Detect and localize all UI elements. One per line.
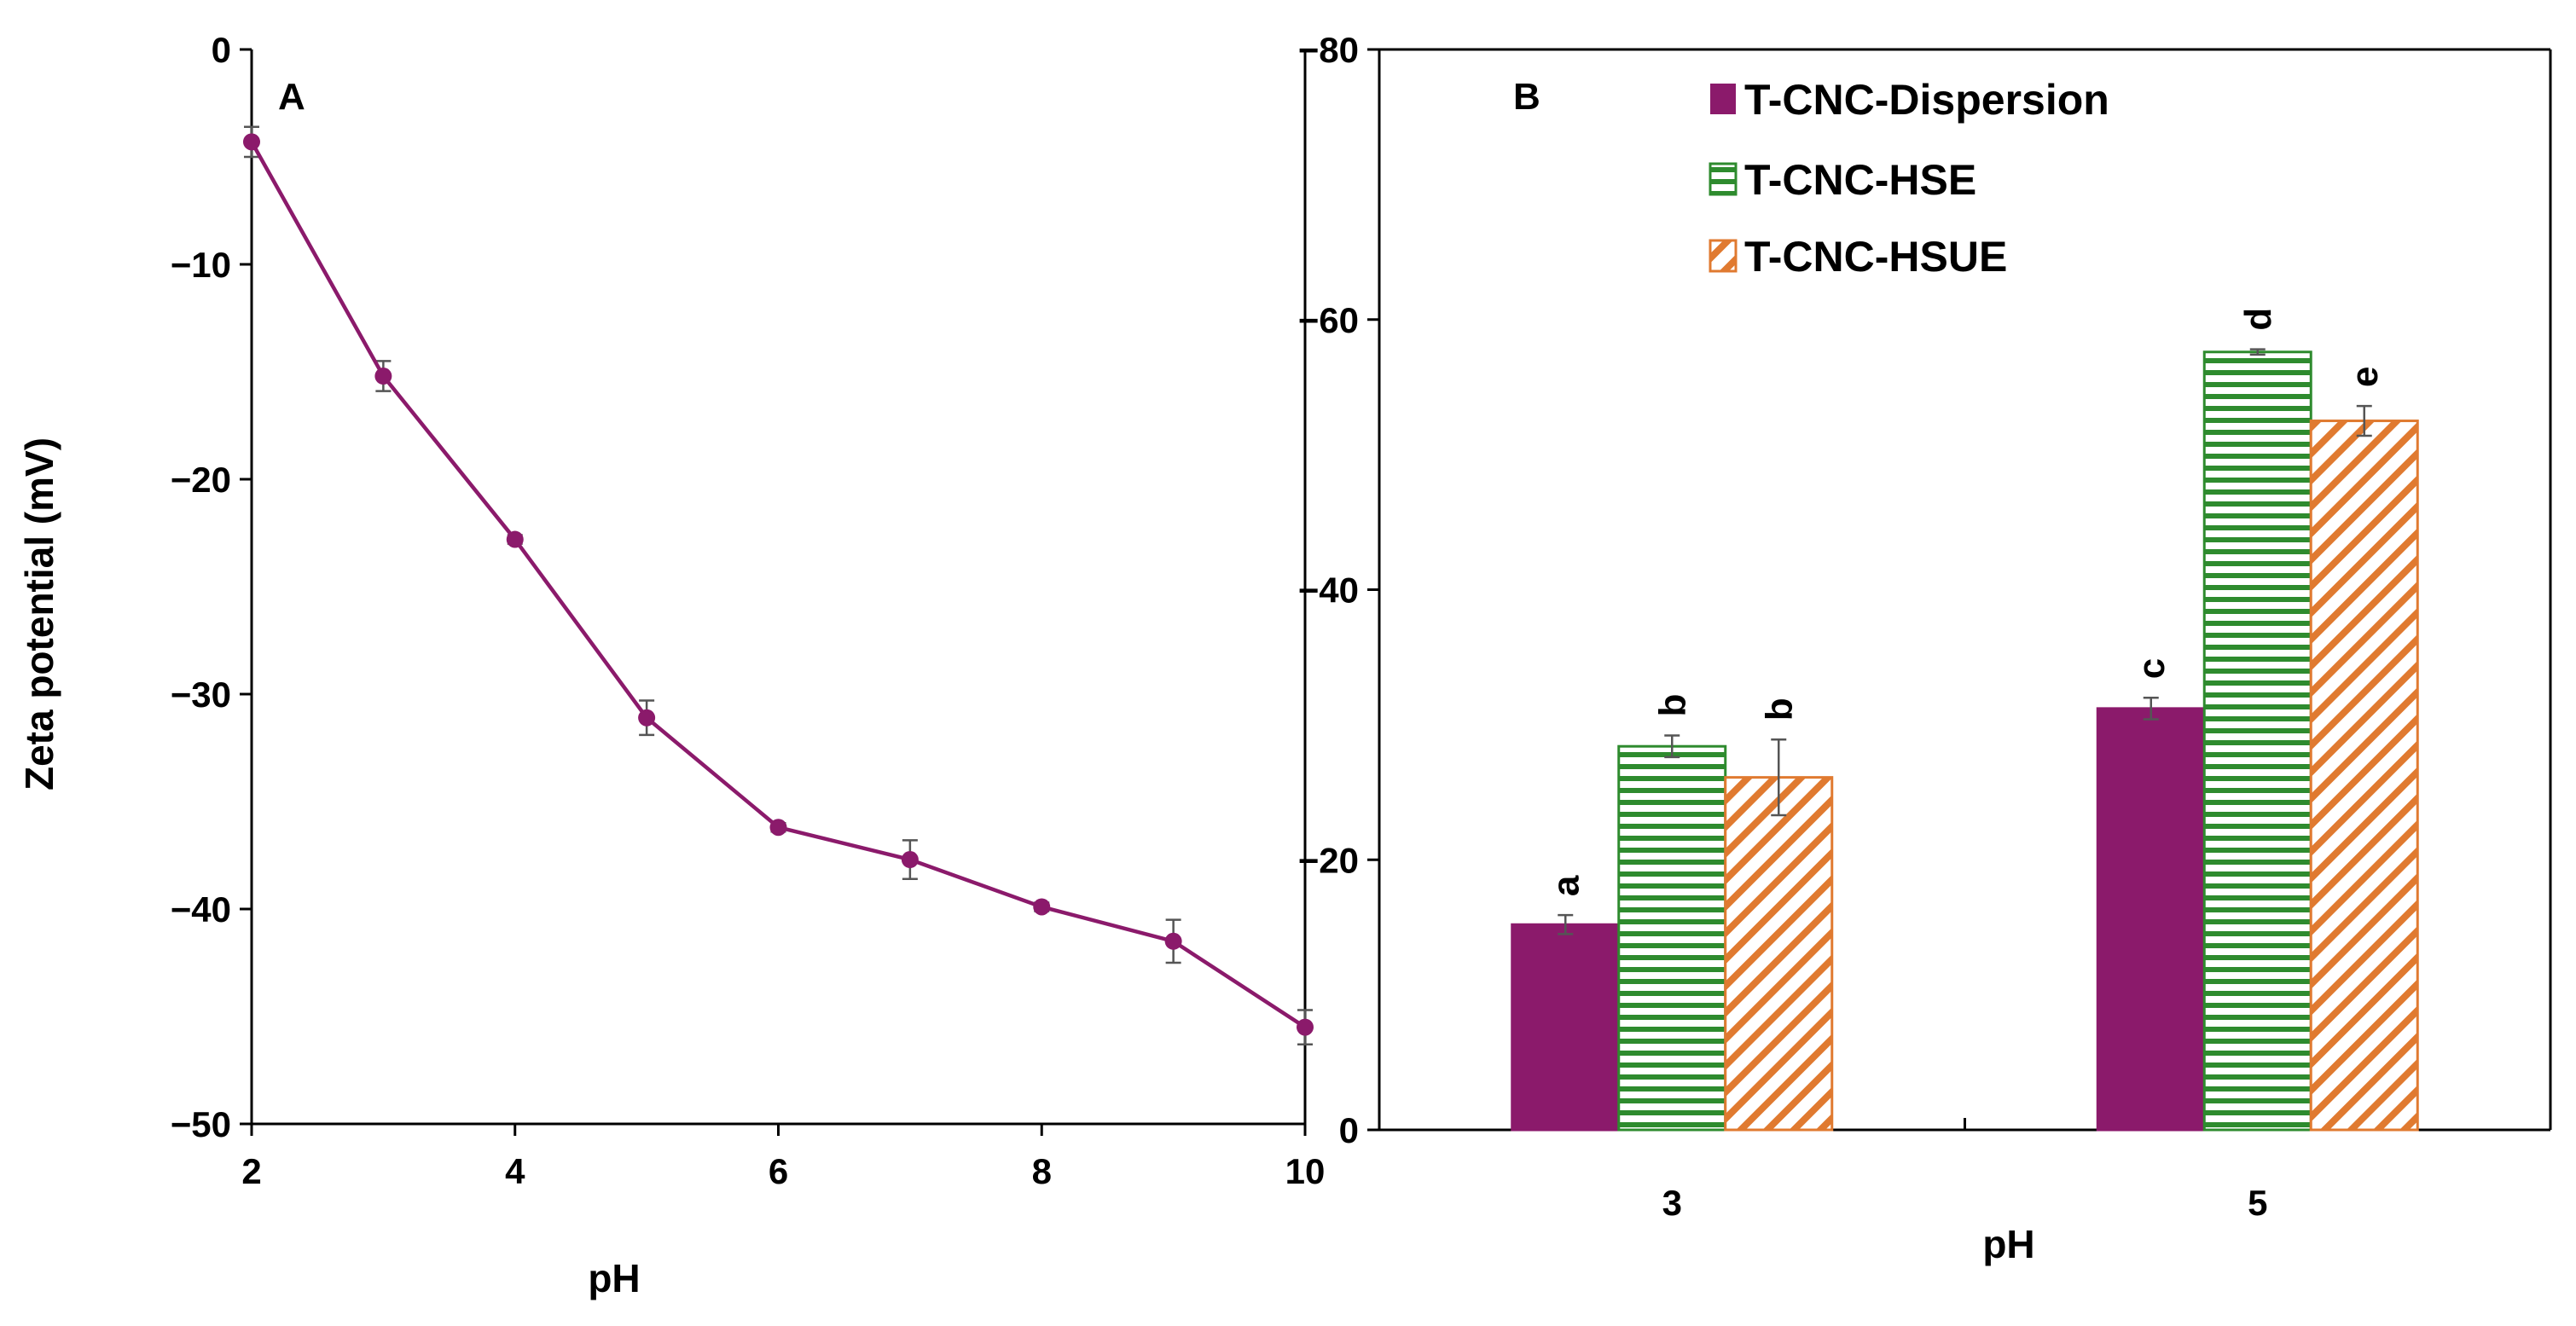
panel-a-label: A: [278, 76, 305, 118]
panel-a-data-point: [901, 851, 919, 869]
legend-swatch-hse: [1709, 162, 1738, 196]
panel-a-axes: [250, 49, 1307, 1126]
panel-b-significance-letter: e: [2344, 367, 2386, 387]
panel-b-y-tick-label: −80: [1298, 30, 1359, 70]
legend-item-hse: T-CNC-HSE: [1709, 156, 1976, 204]
panel-b-x-axis-label: pH: [1982, 1222, 2034, 1266]
panel-a-data-point: [769, 819, 787, 837]
panel-a-x-tick-label: 10: [1285, 1151, 1326, 1191]
panel-a-series-line: [250, 141, 1307, 1029]
panel-b-bar: [1617, 744, 1727, 1132]
legend-swatch-hsue: [1709, 239, 1738, 273]
panel-a-series: [243, 133, 1314, 1036]
panel-a-x-tick-label: 6: [769, 1151, 788, 1191]
panel-a-x-tick-label: 8: [1032, 1151, 1052, 1191]
panel-b-significance-letter: b: [1651, 694, 1693, 717]
panel-b-x-tick-label: 5: [2248, 1183, 2267, 1223]
panel-b-significance-letters: a b b c d e: [1545, 308, 2386, 896]
panel-b-y-tick-label: −40: [1298, 570, 1359, 611]
legend-label-dispersion: T-CNC-Dispersion: [1744, 76, 2109, 124]
panel-a-y-ticks: 0 −10 −20 −30 −40 −50: [171, 30, 252, 1144]
panel-b-bar: [1724, 776, 1834, 1132]
panel-b-y-tick-label: −20: [1298, 840, 1359, 880]
panel-a-data-point: [1164, 932, 1182, 950]
legend-label-hse: T-CNC-HSE: [1744, 156, 1976, 204]
panel-a-x-tick-label: 4: [505, 1151, 525, 1191]
panel-b-label: B: [1513, 76, 1540, 118]
panel-b-bar: [2309, 420, 2419, 1132]
panel-a-error-bars: [244, 125, 1313, 1046]
legend-item-hsue: T-CNC-HSUE: [1709, 233, 2007, 281]
panel-b-y-tick-label: −60: [1298, 300, 1359, 340]
panel-a-line-chart: 0 −10 −20 −30 −40 −50 2 4 6 8 10 A Zeta potential…: [17, 30, 1325, 1300]
panel-b-bar: [2202, 350, 2312, 1132]
panel-a-data-point: [243, 133, 260, 151]
panel-a-x-axis-label: pH: [588, 1256, 640, 1300]
panel-b-significance-letter: d: [2237, 308, 2279, 331]
panel-b-bar: [1511, 923, 1621, 1132]
panel-a-data-point: [1033, 898, 1051, 916]
panel-a-y-tick-label: 0: [212, 30, 231, 70]
legend-label-hsue: T-CNC-HSUE: [1744, 233, 2007, 281]
panel-b-y-tick-label: 0: [1339, 1110, 1359, 1150]
panel-a-x-ticks: 2 4 6 8 10: [241, 1124, 1325, 1191]
panel-b-y-ticks: 0 −20 −40 −60 −80: [1298, 30, 1379, 1150]
panel-b-error-bars: [1558, 348, 2372, 935]
panel-b-bar: [2096, 707, 2206, 1132]
panel-a-data-point: [374, 368, 392, 385]
panel-b-significance-letter: b: [1758, 698, 1800, 721]
panel-b-bars: [1511, 350, 2419, 1132]
panel-a-y-axis-label: Zeta potential (mV): [17, 437, 61, 790]
panel-b-x-tick-label: 3: [1662, 1183, 1682, 1223]
panel-a-y-tick-label: −20: [171, 460, 231, 500]
panel-a-y-tick-label: −40: [171, 889, 231, 929]
panel-a-y-tick-label: −50: [171, 1104, 231, 1144]
panel-a-data-point: [1297, 1018, 1314, 1036]
panel-b-significance-letter: a: [1545, 875, 1587, 896]
panel-a-y-tick-label: −10: [171, 245, 231, 285]
legend-swatch-dispersion: [1710, 84, 1736, 114]
panel-a-data-point: [506, 530, 524, 548]
panel-a-data-point: [638, 709, 656, 727]
panel-a-y-tick-label: −30: [171, 675, 231, 715]
panel-a-x-tick-label: 2: [241, 1151, 261, 1191]
legend-item-dispersion: T-CNC-Dispersion: [1710, 76, 2109, 124]
panel-b-significance-letter: c: [2131, 658, 2173, 679]
panel-b-legend: T-CNC-Dispersion T-CNC-HSE T-CNC-HSUE: [1709, 76, 2109, 281]
